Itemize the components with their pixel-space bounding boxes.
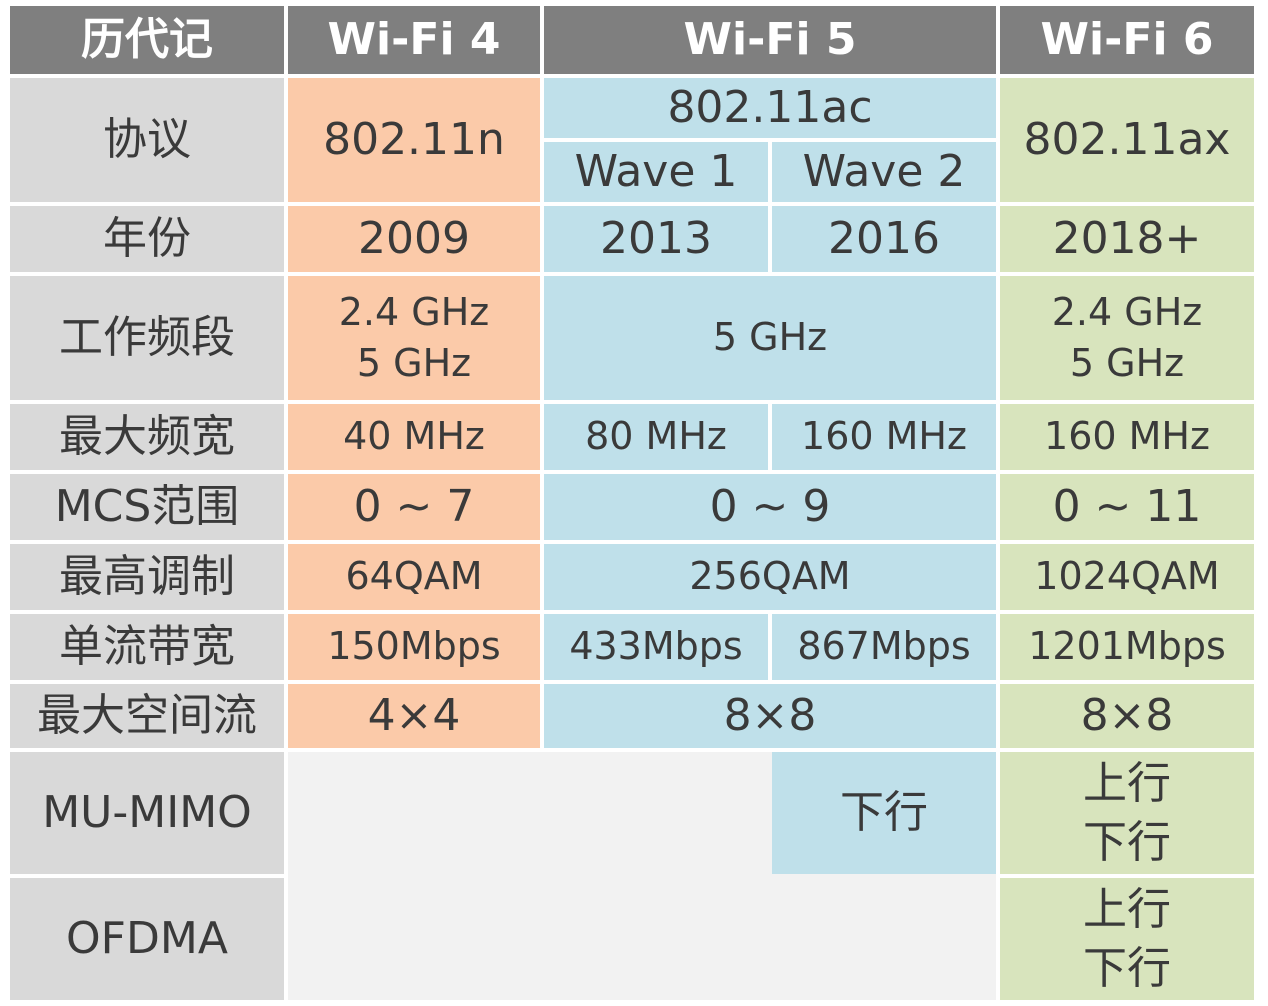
wifi4-spatial-streams: 4×4	[288, 684, 540, 748]
wifi5-spatial-streams: 8×8	[544, 684, 996, 748]
row-label-protocol: 协议	[10, 78, 284, 202]
wifi6-spatial-streams: 8×8	[1000, 684, 1254, 748]
row-label-ofdma: OFDMA	[10, 878, 284, 1000]
wifi4-bandwidth: 40 MHz	[288, 404, 540, 470]
wifi4-protocol: 802.11n	[288, 78, 540, 202]
header-wifi5: Wi-Fi 5	[544, 6, 996, 74]
wifi5-protocol: 802.11ac	[544, 78, 996, 138]
wifi4-band-line2: 5 GHz	[356, 341, 472, 385]
row-label-spatial-streams: 最大空间流	[10, 684, 284, 748]
wifi6-protocol: 802.11ax	[1000, 78, 1254, 202]
header-wifi4: Wi-Fi 4	[288, 6, 540, 74]
wifi4-band-line1: 2.4 GHz	[338, 289, 490, 334]
wifi6-band-line2: 5 GHz	[1069, 341, 1185, 385]
wifi4-stream-rate: 150Mbps	[288, 614, 540, 680]
wifi6-mu-mimo-line1: 上行	[1083, 757, 1171, 809]
row-label-mcs: MCS范围	[10, 474, 284, 540]
wifi5-mcs: 0 ~ 9	[544, 474, 996, 540]
wifi5-band: 5 GHz	[544, 276, 996, 400]
wifi6-mcs: 0 ~ 11	[1000, 474, 1254, 540]
wifi6-band-line1: 2.4 GHz	[1051, 289, 1203, 334]
wifi4-year: 2009	[288, 206, 540, 272]
wifi6-modulation: 1024QAM	[1000, 544, 1254, 610]
wave2-stream-rate: 867Mbps	[772, 614, 996, 680]
wifi6-bandwidth: 160 MHz	[1000, 404, 1254, 470]
wifi6-mu-mimo: 上行 下行	[1000, 752, 1254, 874]
wifi6-stream-rate: 1201Mbps	[1000, 614, 1254, 680]
row-label-bandwidth: 最大频宽	[10, 404, 284, 470]
row-label-year: 年份	[10, 206, 284, 272]
wifi5-modulation: 256QAM	[544, 544, 996, 610]
wifi5-wave1-label: Wave 1	[544, 142, 768, 202]
header-wifi6: Wi-Fi 6	[1000, 6, 1254, 74]
wifi6-band: 2.4 GHz 5 GHz	[1000, 276, 1254, 400]
wifi5-wave2-label: Wave 2	[772, 142, 996, 202]
header-generation: 历代记	[10, 6, 284, 74]
wave1-year: 2013	[544, 206, 768, 272]
wave2-bandwidth: 160 MHz	[772, 404, 996, 470]
wifi6-ofdma: 上行 下行	[1000, 878, 1254, 1000]
wave2-mu-mimo: 下行	[772, 752, 996, 874]
wifi6-ofdma-line2: 下行	[1083, 943, 1171, 994]
wifi4-band: 2.4 GHz 5 GHz	[288, 276, 540, 400]
wifi6-ofdma-line1: 上行	[1083, 883, 1171, 935]
wave2-year: 2016	[772, 206, 996, 272]
wifi4-mcs: 0 ~ 7	[288, 474, 540, 540]
wave1-bandwidth: 80 MHz	[544, 404, 768, 470]
row-label-band: 工作频段	[10, 276, 284, 400]
row-label-modulation: 最高调制	[10, 544, 284, 610]
wifi6-mu-mimo-line2: 下行	[1083, 817, 1171, 868]
wifi6-year: 2018+	[1000, 206, 1254, 272]
wifi4-modulation: 64QAM	[288, 544, 540, 610]
row-label-stream-rate: 单流带宽	[10, 614, 284, 680]
wave1-stream-rate: 433Mbps	[544, 614, 768, 680]
row-label-mu-mimo: MU-MIMO	[10, 752, 284, 874]
